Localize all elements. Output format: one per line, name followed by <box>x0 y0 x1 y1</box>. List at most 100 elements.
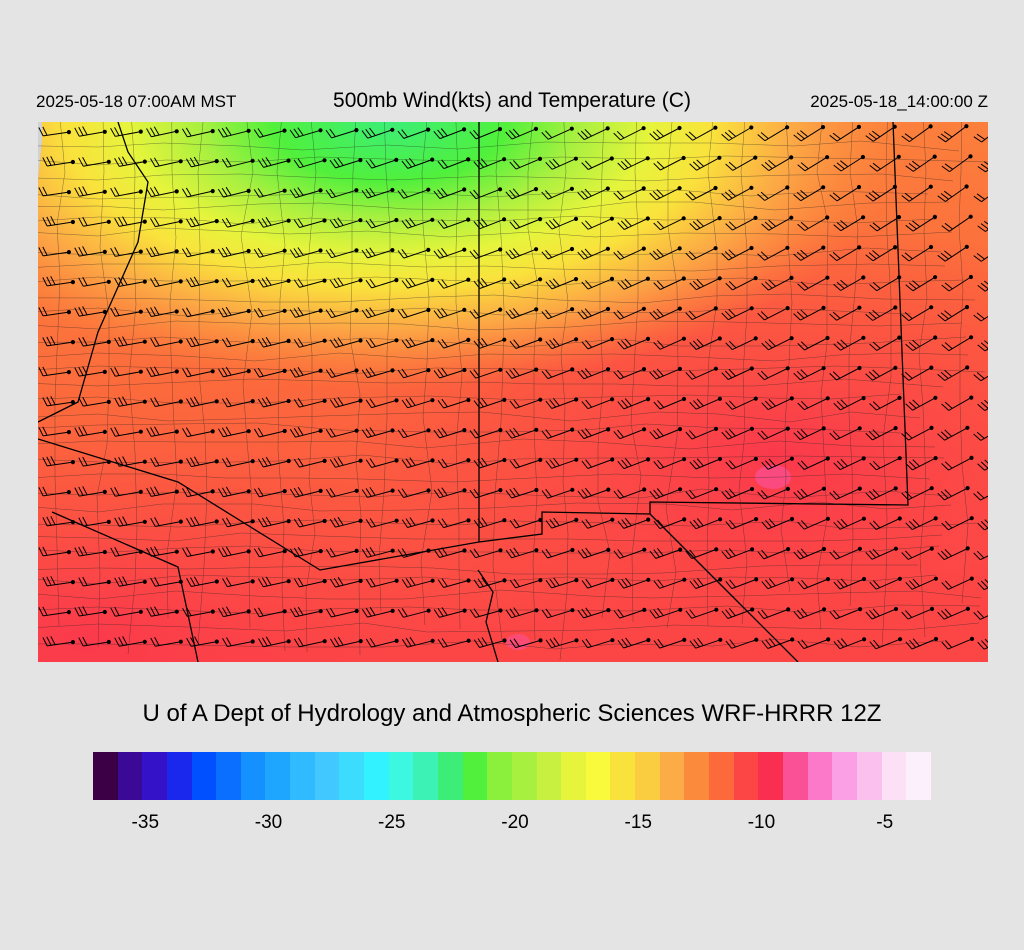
wind-barb <box>110 187 141 197</box>
wind-barb-station <box>749 426 755 431</box>
wind-barb <box>977 519 988 531</box>
temperature-wind-map <box>38 122 988 662</box>
wind-barb <box>617 458 649 470</box>
wind-barb <box>653 157 684 171</box>
wind-barb-station <box>861 275 866 280</box>
wind-barb-station <box>142 219 147 224</box>
wind-barb-station <box>430 217 435 222</box>
wind-barb <box>653 278 685 290</box>
wind-barb-station <box>749 306 754 311</box>
wind-barb <box>42 456 73 467</box>
wind-barb <box>577 547 609 559</box>
wind-barb <box>793 126 824 142</box>
wind-barb <box>469 188 501 200</box>
county-line <box>527 122 539 641</box>
wind-barb <box>437 638 469 648</box>
wind-barb-station <box>426 428 431 433</box>
wind-barb <box>761 156 792 172</box>
wind-barb-station <box>498 187 503 192</box>
wind-barb <box>114 276 145 287</box>
wind-barb-station <box>538 638 543 643</box>
colorbar-swatch <box>610 752 636 800</box>
wind-barb-station <box>214 399 219 404</box>
wind-barb-station <box>70 520 76 525</box>
wind-barb-station <box>749 486 755 492</box>
wind-barb <box>905 156 935 172</box>
wind-barb-station <box>968 214 973 219</box>
wind-barb-station <box>282 128 287 133</box>
wind-barb <box>361 187 393 199</box>
wind-barb <box>793 247 824 261</box>
wind-barb <box>397 488 429 498</box>
wind-barb <box>725 458 757 470</box>
wind-barb <box>401 636 433 648</box>
wind-barb-station <box>430 277 435 282</box>
wind-barb <box>253 427 285 438</box>
wind-barb <box>937 608 969 620</box>
wind-barb-station <box>965 546 970 551</box>
valid-time-utc: 2025-05-18_14:00:00 Z <box>810 92 988 111</box>
wind-barb <box>973 193 988 203</box>
wind-barb <box>865 307 896 321</box>
map-title: 500mb Wind(kts) and Temperature (C) <box>333 89 691 112</box>
wind-barb-station <box>718 637 723 642</box>
wind-barb <box>74 126 105 137</box>
wind-barb <box>829 608 861 620</box>
wind-barb-station <box>502 638 507 643</box>
colorbar-swatch <box>585 752 611 800</box>
wind-barb-station <box>750 547 755 552</box>
wind-barb <box>78 276 109 287</box>
wind-barb <box>617 577 649 589</box>
county-line <box>597 122 611 619</box>
colorbar-swatch <box>832 752 857 800</box>
wind-barb <box>329 457 361 468</box>
wind-barb-station <box>645 216 650 221</box>
wind-barb-station <box>174 129 179 134</box>
wind-barb-station <box>821 245 826 250</box>
wind-barb-station <box>646 397 651 402</box>
wind-barb-station <box>430 338 435 343</box>
wind-barb-station <box>358 578 363 583</box>
wind-barb <box>869 276 900 292</box>
wind-barb <box>905 517 936 531</box>
wind-barb <box>473 397 505 409</box>
wind-barb-station <box>534 307 539 312</box>
wind-barb-station <box>789 215 794 220</box>
colorbar-swatch <box>216 752 241 800</box>
wind-barb <box>721 607 753 619</box>
wind-barb-station <box>929 606 935 611</box>
wind-barb <box>74 246 105 257</box>
wind-barb-station <box>322 579 327 584</box>
wind-barb <box>905 337 936 351</box>
wind-barb <box>186 516 217 527</box>
wind-barb <box>473 337 505 349</box>
wind-barb <box>505 547 537 559</box>
wind-barb-station <box>246 188 251 194</box>
wind-barb-station <box>897 516 902 521</box>
wind-barb <box>253 487 285 498</box>
wind-barb <box>150 397 181 407</box>
wind-barb <box>905 578 937 590</box>
wind-barb <box>253 547 285 558</box>
wind-barb-station <box>354 548 359 553</box>
wind-barb <box>617 278 649 290</box>
wind-barb-station <box>574 638 579 643</box>
wind-barb-station <box>682 577 687 582</box>
wind-barb <box>757 488 789 500</box>
wind-barb <box>509 638 541 649</box>
wind-barb <box>977 161 988 173</box>
wind-barb-station <box>462 428 467 433</box>
wind-barb <box>473 218 505 230</box>
wind-barb <box>38 486 69 497</box>
wind-barb-station <box>354 488 359 493</box>
wind-barb <box>365 159 397 169</box>
county-line <box>38 622 980 633</box>
wind-barb <box>833 638 865 650</box>
wind-barb-station <box>820 125 826 130</box>
wind-barb-station <box>210 309 215 314</box>
wind-barb-station <box>390 308 395 313</box>
wind-barb-station <box>250 519 255 524</box>
wind-barb <box>581 338 613 350</box>
wind-barb-station <box>717 216 722 221</box>
wind-barb <box>38 126 69 137</box>
